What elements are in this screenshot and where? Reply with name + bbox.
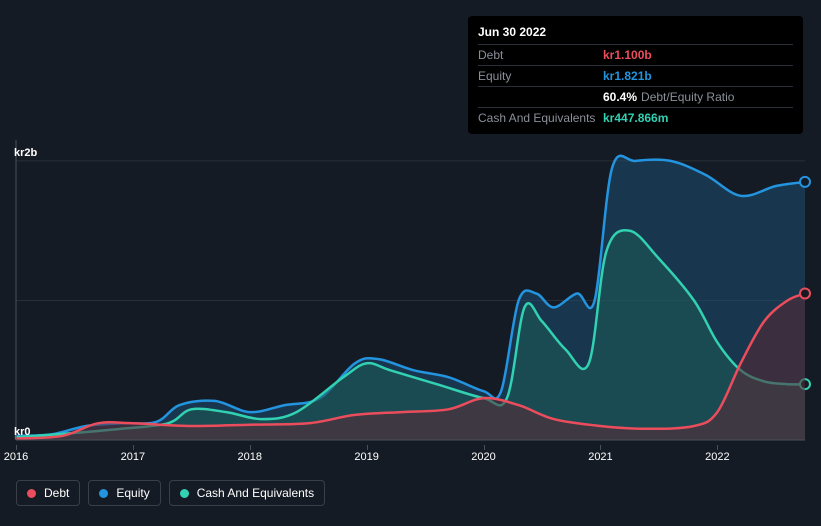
x-axis-label: 2017 [121,451,145,463]
x-axis-label: 2018 [238,451,262,463]
legend-dot-icon [99,489,108,498]
legend-label: Debt [44,486,69,500]
chart-tooltip: Jun 30 2022 Debtkr1.100bEquitykr1.821b60… [468,16,803,134]
x-tick-line [717,445,718,450]
x-axis: 2016201720182019202020212022 [16,445,805,465]
x-axis-label: 2020 [471,451,495,463]
tooltip-date: Jun 30 2022 [478,22,793,44]
chart-plot-area: kr0 kr2b [16,140,805,440]
y-axis-label: kr0 [14,426,24,438]
tooltip-row-label: Debt [478,48,603,62]
tooltip-row-suffix: Debt/Equity Ratio [641,90,734,104]
tooltip-row-label: Equity [478,69,603,83]
tooltip-row: Debtkr1.100b [478,44,793,65]
x-axis-label: 2022 [705,451,729,463]
legend-dot-icon [27,489,36,498]
legend-item-cash-and-equivalents[interactable]: Cash And Equivalents [169,480,325,506]
tooltip-row-value: kr1.821b [603,69,652,83]
tooltip-row-value: kr1.100b [603,48,652,62]
tooltip-row-label [478,90,603,104]
x-tick-line [16,445,17,450]
tooltip-rows: Debtkr1.100bEquitykr1.821b60.4%Debt/Equi… [478,44,793,128]
x-tick-line [484,445,485,450]
tooltip-row: Equitykr1.821b [478,65,793,86]
chart-legend: Debt Equity Cash And Equivalents [16,480,325,506]
legend-label: Equity [116,486,149,500]
tooltip-row-label: Cash And Equivalents [478,111,603,125]
x-tick-line [367,445,368,450]
legend-dot-icon [180,489,189,498]
x-axis-label: 2019 [354,451,378,463]
x-tick-line [600,445,601,450]
legend-label: Cash And Equivalents [197,486,314,500]
y-axis-label: kr2b [14,147,24,159]
tooltip-row-value: 60.4%Debt/Equity Ratio [603,90,734,104]
legend-item-equity[interactable]: Equity [88,480,160,506]
tooltip-row: 60.4%Debt/Equity Ratio [478,86,793,107]
x-axis-label: 2016 [4,451,28,463]
x-tick-line [250,445,251,450]
x-tick-line [133,445,134,450]
chart-svg [16,140,805,440]
tooltip-row: Cash And Equivalentskr447.866m [478,107,793,128]
tooltip-row-value: kr447.866m [603,111,668,125]
legend-item-debt[interactable]: Debt [16,480,80,506]
x-axis-label: 2021 [588,451,612,463]
